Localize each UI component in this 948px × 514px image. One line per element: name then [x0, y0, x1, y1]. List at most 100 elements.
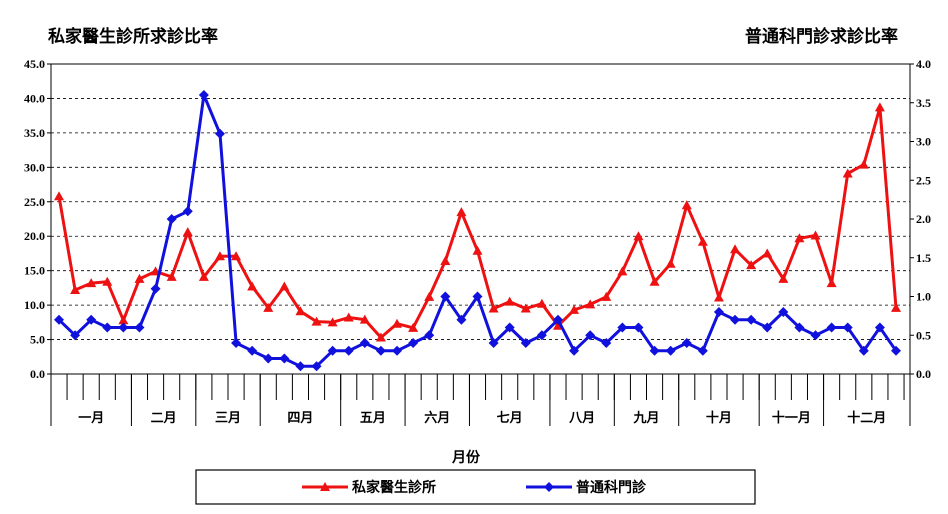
series-1-point	[182, 227, 193, 237]
series-1-point	[520, 303, 531, 313]
series-2-point	[456, 314, 467, 325]
series-1-point	[617, 266, 628, 276]
series-line-1	[57, 105, 898, 339]
series-2-point	[343, 345, 354, 356]
x-axis-month-label: 七月	[497, 411, 523, 426]
right-axis-tick-label: 4.0	[916, 57, 931, 71]
series-2-point	[182, 206, 193, 217]
left-y-axis: 0.0 5.0 10.0 15.0 20.0 25.0 30.0 35.0 40.0 45.0	[24, 57, 51, 381]
series-2-point	[842, 322, 853, 333]
series-1-point	[601, 291, 612, 301]
series-1-point	[118, 315, 129, 325]
series-1-point	[102, 276, 113, 286]
series-1-point	[247, 281, 258, 291]
series-1-point	[54, 191, 64, 201]
series-1-point	[697, 236, 708, 246]
x-axis: 一月 二月 三月 四月 五月 六月 七月 八月 九月 十月 十一月 十二月	[50, 374, 911, 426]
series-1-point	[633, 231, 644, 241]
series-1-point	[263, 302, 274, 312]
series-2-point	[794, 322, 805, 333]
series-1-point	[456, 207, 467, 217]
series-2-point	[520, 338, 531, 348]
series-2-point	[247, 345, 258, 356]
series-2-point	[746, 314, 757, 325]
series-2-point	[649, 345, 660, 356]
x-axis-month-label: 十二月	[847, 410, 886, 426]
series-2-point	[778, 307, 789, 317]
right-axis-tick-label: 3.5	[916, 96, 931, 110]
left-axis-tick-label: 45.0	[24, 57, 45, 71]
series-2-point	[633, 322, 644, 333]
x-axis-month-label: 十一月	[772, 410, 811, 426]
series-1-point	[359, 314, 370, 324]
x-axis-month-label: 八月	[568, 411, 595, 426]
series-1-point	[134, 273, 145, 283]
series-2-point	[102, 322, 113, 333]
series-1-point	[295, 306, 306, 316]
series-1-point	[730, 244, 741, 254]
series-1-point	[569, 304, 580, 314]
series-2-point	[392, 345, 403, 356]
series-2-point	[150, 283, 161, 294]
series-2-point	[359, 338, 370, 348]
series-2-point	[730, 314, 741, 325]
series-2-point	[858, 345, 869, 356]
series-2-point	[504, 322, 515, 333]
left-axis-tick-label: 35.0	[24, 126, 45, 140]
series-2-point	[424, 330, 435, 341]
series-1-point	[198, 271, 209, 281]
series-1-point	[392, 318, 403, 328]
series-2-point	[214, 128, 225, 139]
series-1-point	[440, 256, 451, 266]
left-axis-tick-label: 15.0	[24, 264, 45, 278]
right-axis-tick-label: 0.0	[916, 367, 931, 381]
series-2-point	[86, 314, 97, 325]
series-2-point	[54, 314, 64, 325]
series-2-point	[70, 330, 81, 341]
series-1-point	[874, 102, 885, 112]
series-1-point	[826, 278, 837, 288]
series-line-2	[57, 93, 898, 368]
right-axis-tick-label: 2.0	[916, 212, 931, 226]
series-2-point	[295, 361, 306, 372]
left-axis-tick-label: 0.0	[30, 367, 45, 381]
series-2-point	[311, 361, 322, 372]
series-1-point	[343, 312, 354, 322]
right-axis-tick-label: 3.0	[916, 135, 931, 149]
x-axis-month-label: 十月	[706, 410, 732, 426]
left-axis-tick-label: 40.0	[24, 91, 45, 105]
series-1-point	[585, 299, 596, 309]
x-axis-label: 月份	[451, 449, 481, 466]
series-2-point	[665, 345, 676, 356]
legend-label-series-1: 私家醫生診所	[352, 479, 436, 496]
right-axis-tick-label: 0.5	[916, 328, 931, 342]
series-1-point	[214, 251, 225, 261]
legend-box	[195, 469, 756, 505]
right-y-axis: 0.0 0.5 1.0 1.5 2.0 2.5 3.0 3.5 4.0	[910, 57, 931, 381]
x-axis-month-label: 一月	[78, 411, 104, 426]
x-axis-month-label: 九月	[633, 411, 660, 426]
series-2-point	[375, 345, 386, 356]
gridlines	[51, 98, 910, 340]
series-2-point	[585, 330, 596, 341]
series-1-point	[762, 248, 773, 258]
series-1-point	[842, 168, 853, 178]
series-1-point	[536, 298, 547, 308]
series-1-point	[504, 296, 515, 306]
chart-title-left: 私家醫生診所求診比率	[48, 26, 218, 47]
series-2-point	[891, 345, 901, 356]
series-2-point	[263, 353, 274, 364]
series-2-point	[440, 291, 451, 302]
series-2-point	[536, 330, 547, 341]
series-1-point	[231, 251, 242, 261]
series-1-point	[778, 273, 789, 283]
series-1-point	[408, 322, 419, 332]
left-axis-tick-label: 5.0	[30, 333, 45, 347]
right-axis-tick-label: 1.0	[916, 290, 931, 304]
legend-marker-series-1	[320, 482, 330, 491]
series-1-point	[665, 258, 676, 268]
chart-title-right: 普通科門診求診比率	[745, 26, 898, 47]
x-axis-month-label: 三月	[215, 411, 241, 426]
series-2-point	[810, 330, 821, 341]
series-2-point	[697, 345, 708, 356]
